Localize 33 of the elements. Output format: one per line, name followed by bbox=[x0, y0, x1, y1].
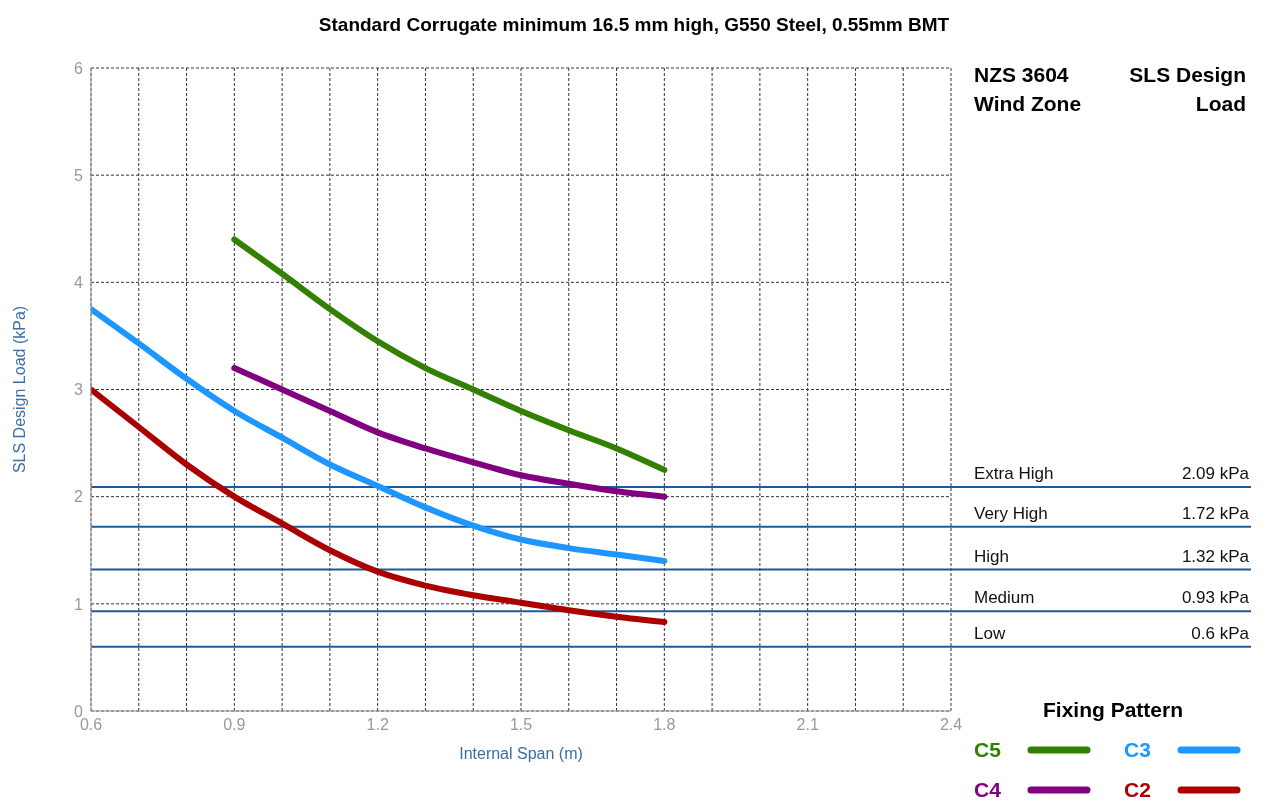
chart-title: Standard Corrugate minimum 16.5 mm high, G550 Steel, 0.55mm BMT bbox=[317, 14, 951, 36]
ref-line-label: Low bbox=[974, 623, 1006, 643]
x-axis-title: Internal Span (m) bbox=[459, 745, 583, 762]
x-tick-label: 2.4 bbox=[939, 716, 963, 734]
y-tick-label: 1 bbox=[74, 595, 84, 613]
text: 2.09 kPa bbox=[1181, 464, 1250, 484]
y-tick-label: 4 bbox=[74, 274, 84, 292]
x-tick-label: 1.8 bbox=[653, 716, 676, 734]
legend-title: Fixing Pattern bbox=[1042, 698, 1184, 722]
text: 0.6 kPa bbox=[1191, 623, 1250, 643]
legend-label: C5 bbox=[974, 738, 1002, 762]
text: NZS 3604 Wind Zone bbox=[974, 62, 1083, 117]
y-tick-label: 6 bbox=[74, 59, 84, 77]
x-tick-label: 1.2 bbox=[366, 716, 389, 734]
legend-label: C4 bbox=[974, 778, 1002, 801]
legend-label: C2 bbox=[1124, 778, 1152, 801]
ref-line-label: Medium bbox=[974, 588, 1035, 608]
y-tick-label: 2 bbox=[74, 488, 84, 506]
text: 0.93 kPa bbox=[1181, 588, 1250, 608]
text: 1.72 kPa bbox=[1181, 503, 1250, 523]
x-tick-label: 0.6 bbox=[79, 716, 103, 734]
text: SLS Design Load bbox=[1128, 62, 1246, 117]
x-tick-label: 1.5 bbox=[509, 716, 533, 734]
ref-line-label: High bbox=[974, 546, 1009, 566]
y-tick-label: 5 bbox=[74, 166, 84, 184]
ref-line-label: Very High bbox=[974, 503, 1048, 523]
y-axis-title: SLS Design Load (kPa) bbox=[10, 305, 28, 474]
legend-label: C3 bbox=[1124, 738, 1152, 762]
text: 1.32 kPa bbox=[1181, 546, 1250, 566]
y-tick-label: 3 bbox=[74, 381, 84, 399]
ref-line-label: Extra High bbox=[974, 464, 1054, 484]
x-tick-label: 0.9 bbox=[223, 716, 246, 734]
x-tick-label: 2.1 bbox=[796, 716, 819, 734]
